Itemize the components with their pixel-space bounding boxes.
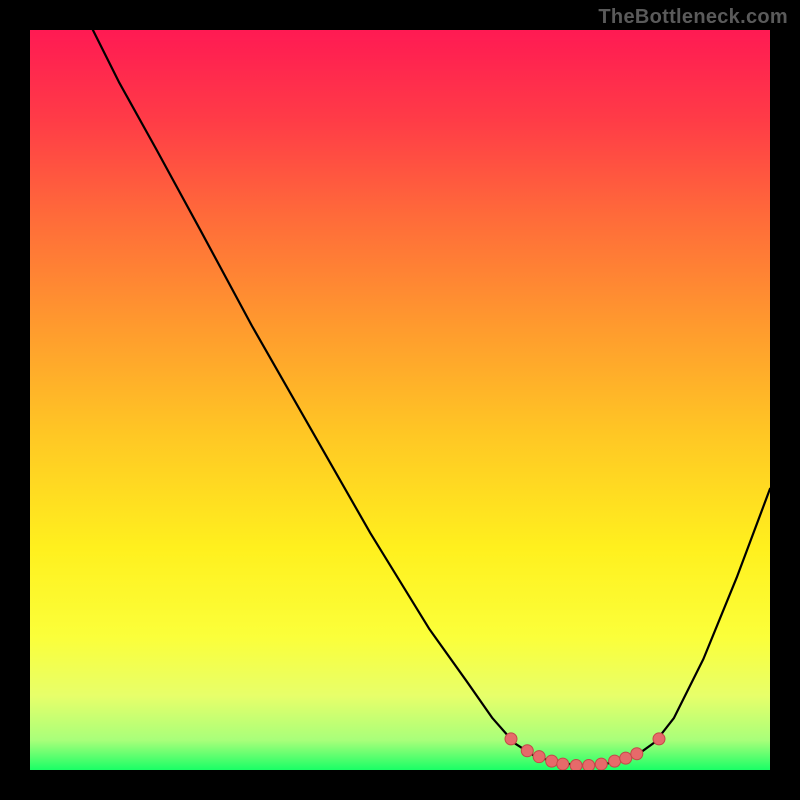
data-marker	[533, 751, 545, 763]
data-marker	[609, 755, 621, 767]
data-marker	[653, 733, 665, 745]
data-marker	[620, 752, 632, 764]
plot-area	[30, 30, 770, 770]
gradient-background	[30, 30, 770, 770]
data-marker	[505, 733, 517, 745]
chart-container: TheBottleneck.com	[0, 0, 800, 800]
chart-svg	[30, 30, 770, 770]
data-marker	[595, 758, 607, 770]
data-marker	[557, 758, 569, 770]
data-marker	[521, 745, 533, 757]
data-marker	[583, 760, 595, 770]
data-marker	[546, 755, 558, 767]
data-marker	[631, 748, 643, 760]
data-marker	[570, 760, 582, 770]
watermark-text: TheBottleneck.com	[598, 6, 788, 29]
